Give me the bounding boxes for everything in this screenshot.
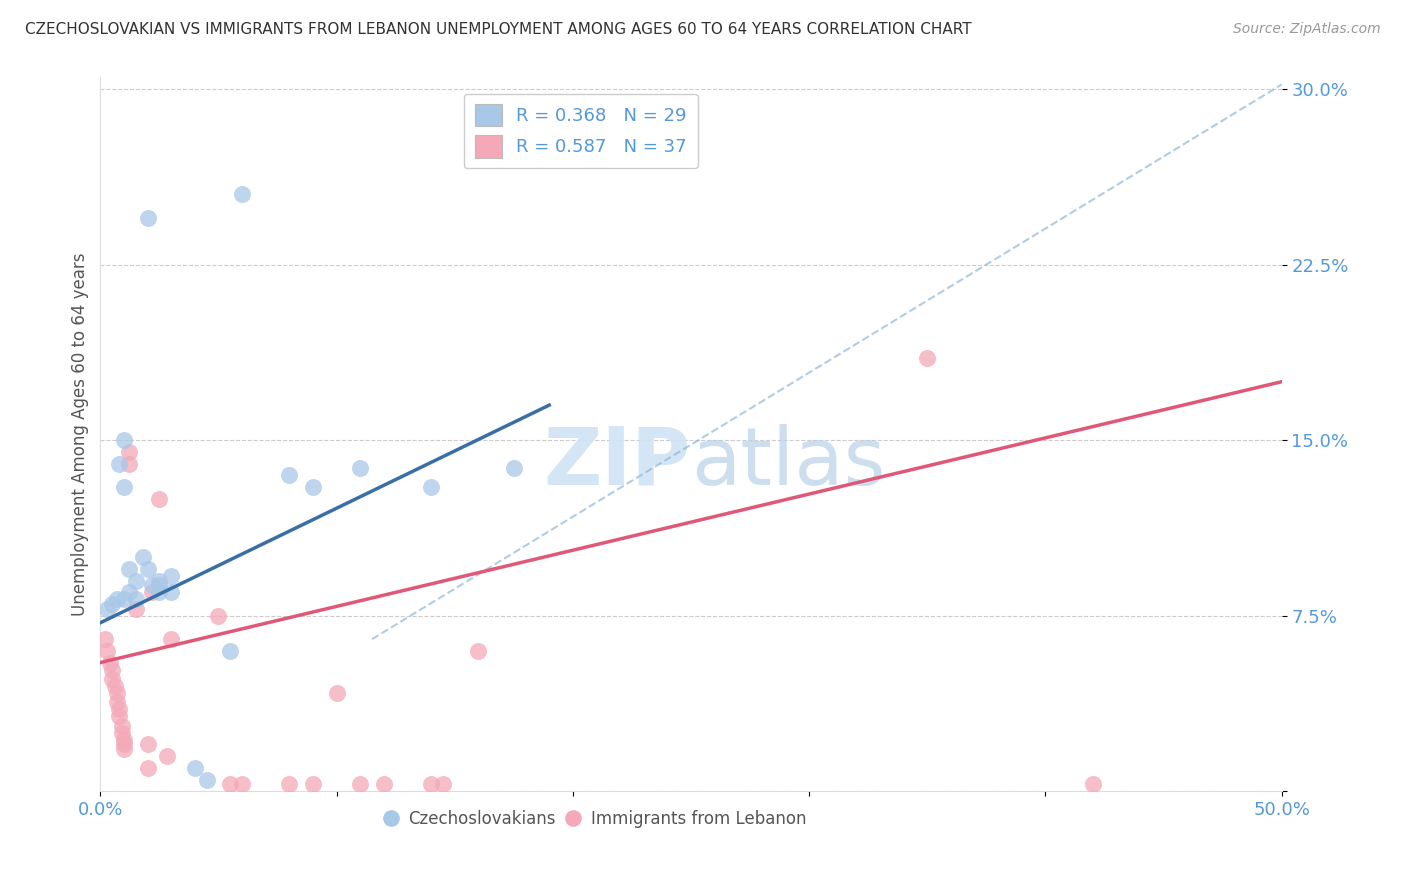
Point (96, 601, 118, 615)
Point (118, 445, 141, 459)
Point (105, 695, 128, 709)
Point (148, 578, 170, 592)
Point (148, 585, 170, 599)
Point (195, 772, 218, 787)
Point (148, 574, 170, 588)
Point (141, 578, 163, 592)
Point (136, 761, 159, 775)
Point (349, 461, 371, 475)
Point (132, 550, 155, 565)
Point (105, 686, 128, 700)
Point (278, 468, 301, 483)
Point (101, 597, 124, 611)
Point (125, 574, 148, 588)
Point (302, 480, 325, 494)
Point (136, 738, 159, 752)
Text: ZIP: ZIP (544, 424, 690, 502)
Point (1081, 777, 1104, 791)
Point (207, 608, 229, 623)
Point (112, 738, 135, 752)
Point (110, 725, 132, 739)
Point (112, 742, 135, 756)
Point (349, 777, 371, 791)
Point (160, 632, 183, 647)
Point (141, 585, 163, 599)
Text: CZECHOSLOVAKIAN VS IMMIGRANTS FROM LEBANON UNEMPLOYMENT AMONG AGES 60 TO 64 YEAR: CZECHOSLOVAKIAN VS IMMIGRANTS FROM LEBAN… (25, 22, 972, 37)
Point (101, 663, 124, 677)
Point (420, 480, 443, 494)
Point (125, 601, 148, 615)
Point (278, 777, 301, 791)
Point (108, 709, 131, 723)
Point (108, 702, 131, 716)
Point (231, 187, 253, 202)
Point (219, 777, 242, 791)
Point (118, 457, 141, 471)
Point (94, 632, 117, 647)
Point (125, 592, 148, 607)
Point (112, 434, 135, 448)
Point (467, 644, 489, 658)
Point (160, 585, 183, 599)
Point (325, 686, 347, 700)
Point (155, 749, 177, 764)
Point (112, 592, 135, 607)
Legend: Czechoslovakians, Immigrants from Lebanon: Czechoslovakians, Immigrants from Lebano… (380, 803, 813, 834)
Point (917, 351, 939, 366)
Point (231, 777, 253, 791)
Point (136, 211, 159, 225)
Point (118, 585, 141, 599)
Point (101, 672, 124, 686)
Point (136, 562, 159, 576)
Text: atlas: atlas (690, 424, 886, 502)
Point (110, 719, 132, 733)
Point (96, 644, 118, 658)
Text: Source: ZipAtlas.com: Source: ZipAtlas.com (1233, 22, 1381, 37)
Point (302, 777, 325, 791)
Point (420, 777, 443, 791)
Point (219, 644, 242, 658)
Point (160, 569, 183, 583)
Point (103, 679, 125, 693)
Point (105, 592, 128, 607)
Point (118, 562, 141, 576)
Point (112, 480, 135, 494)
Point (373, 777, 395, 791)
Point (98, 656, 121, 670)
Point (502, 461, 524, 475)
Point (112, 732, 135, 747)
Point (184, 761, 207, 775)
Y-axis label: Unemployment Among Ages 60 to 64 years: Unemployment Among Ages 60 to 64 years (72, 252, 89, 616)
Point (148, 491, 170, 506)
Point (432, 777, 454, 791)
Point (108, 457, 131, 471)
